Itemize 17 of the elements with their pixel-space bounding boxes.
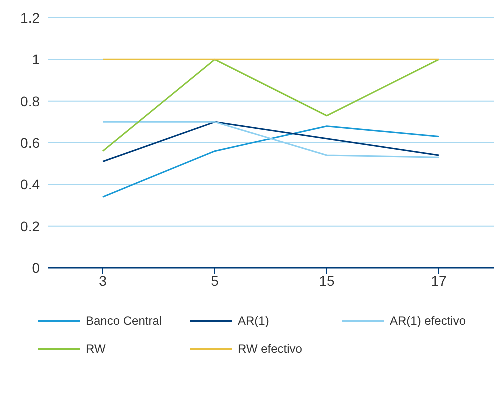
x-tick-label: 15	[319, 272, 335, 289]
x-tick-label: 3	[99, 272, 108, 289]
legend-label: AR(1)	[238, 314, 270, 328]
x-tick-label: 5	[211, 272, 220, 289]
legend-label: AR(1) efectivo	[390, 314, 466, 328]
y-tick-label: 0.6	[20, 134, 40, 151]
x-tick-label: 17	[431, 272, 447, 289]
legend-label: RW	[86, 342, 106, 356]
legend-label: Banco Central	[86, 314, 162, 328]
y-tick-label: 1	[32, 52, 40, 68]
y-tick-label: 0.4	[20, 176, 40, 193]
y-tick-label: 0	[32, 260, 40, 276]
y-tick-label: 0.2	[20, 218, 40, 234]
y-tick-label: 0.8	[20, 93, 40, 110]
y-tick-label: 1.2	[20, 10, 40, 26]
legend-label: RW efectivo	[238, 342, 302, 356]
line-series	[102, 126, 440, 198]
